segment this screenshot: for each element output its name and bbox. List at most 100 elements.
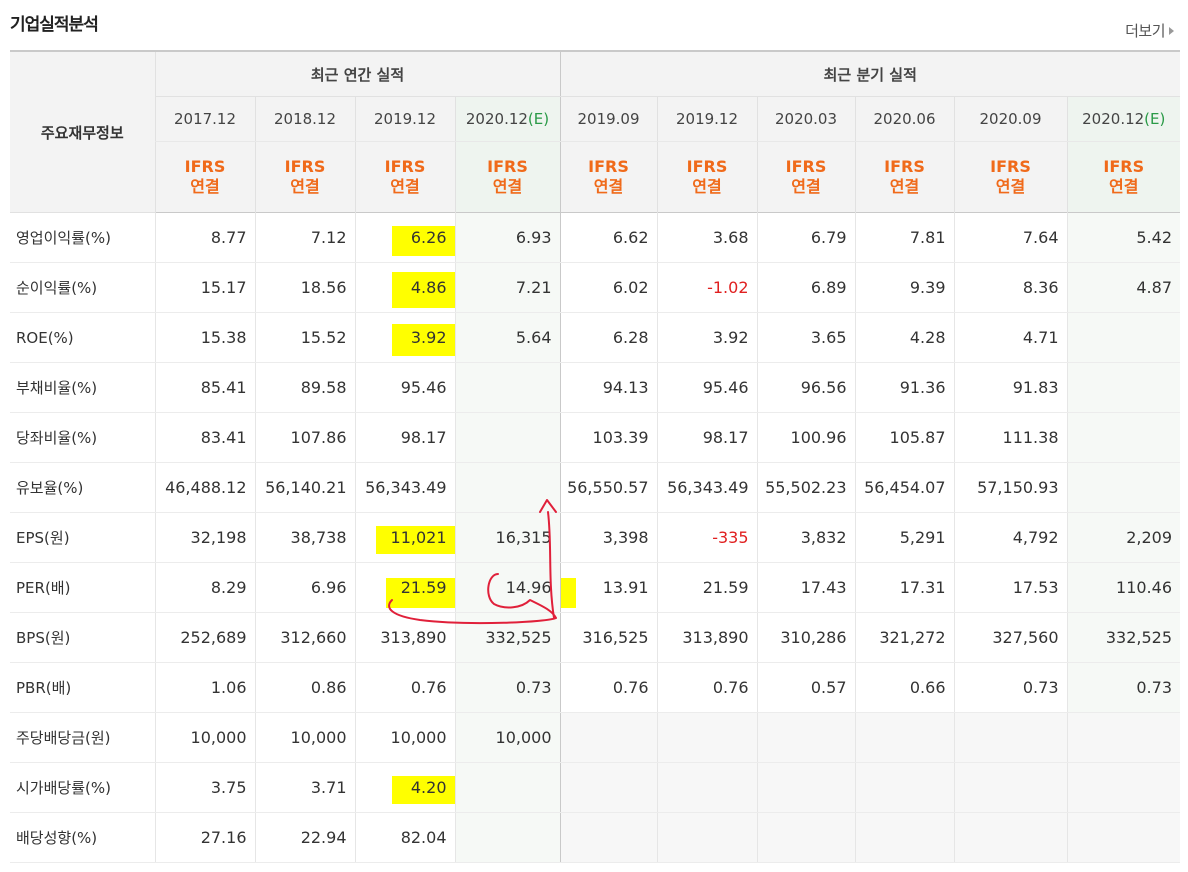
basis-line1: IFRS <box>785 157 827 176</box>
value-cell: 85.41 <box>154 362 255 413</box>
value-cell: 89.58 <box>254 362 355 413</box>
value-cell <box>454 462 560 513</box>
value-cell: 46,488.12 <box>154 462 255 513</box>
value-cell: 3.65 <box>756 312 855 363</box>
value-cell: 3,832 <box>756 512 855 563</box>
value-cell: 4.86 <box>354 262 455 313</box>
value-cell: 27.16 <box>154 812 255 863</box>
value-cell: 6.62 <box>559 212 657 263</box>
basis-line1: IFRS <box>686 157 728 176</box>
period-label: 2020.12 <box>465 110 528 128</box>
basis-line2: 연결 <box>290 177 320 196</box>
value-cell: 21.59 <box>656 562 757 613</box>
value-cell: 4.28 <box>854 312 954 363</box>
row-label: 시가배당률(%) <box>10 762 155 813</box>
period-header: 2019.12 <box>354 96 455 142</box>
value-cell: 6.26 <box>354 212 455 263</box>
value-cell <box>953 712 1067 763</box>
value-cell <box>1066 812 1180 863</box>
basis-line1: IFRS <box>1103 157 1145 176</box>
value-cell: 111.38 <box>953 412 1067 463</box>
value-cell: 5.64 <box>454 312 560 363</box>
value-cell: 16,315 <box>454 512 560 563</box>
row-label: EPS(원) <box>10 512 155 563</box>
row-label: ROE(%) <box>10 312 155 363</box>
value-cell <box>454 362 560 413</box>
value-cell: 10,000 <box>154 712 255 763</box>
value-cell: 107.86 <box>254 412 355 463</box>
value-cell <box>454 412 560 463</box>
basis-line2: 연결 <box>1109 177 1139 196</box>
value-cell: 316,525 <box>559 612 657 663</box>
value-cell: 313,890 <box>656 612 757 663</box>
basis-line2: 연결 <box>593 177 624 196</box>
table-row: 당좌비율(%) 83.41 107.86 98.17 103.39 98.17 100.96… <box>10 412 1180 463</box>
value-cell: 7.21 <box>454 262 560 313</box>
value-cell <box>1066 762 1180 813</box>
value-cell: 83.41 <box>154 412 255 463</box>
value-cell <box>656 812 757 863</box>
value-cell: 15.17 <box>154 262 255 313</box>
value-cell: 14.96 <box>454 562 560 613</box>
basis-line2: 연결 <box>889 177 920 196</box>
value-cell: 10,000 <box>354 712 455 763</box>
estimate-mark: (E) <box>527 110 550 128</box>
value-cell: 38,738 <box>254 512 355 563</box>
value-cell: 22.94 <box>254 812 355 863</box>
value-cell <box>656 762 757 813</box>
value-cell: 321,272 <box>854 612 954 663</box>
value-cell: 94.13 <box>559 362 657 413</box>
value-cell <box>454 812 560 863</box>
more-link[interactable]: 더보기 <box>1125 20 1174 41</box>
value-cell: 1.06 <box>154 662 255 713</box>
value-cell <box>854 812 954 863</box>
period-label: 2020.12 <box>1082 110 1145 128</box>
basis-label: IFRS 연결 <box>559 141 657 213</box>
row-label: 영업이익률(%) <box>10 212 155 263</box>
value-cell: 95.46 <box>656 362 757 413</box>
value-cell: 310,286 <box>756 612 855 663</box>
value-cell: -335 <box>656 512 757 563</box>
value-cell: 10,000 <box>254 712 355 763</box>
value-cell <box>854 762 954 813</box>
value-cell: 3.71 <box>254 762 355 813</box>
value-cell: 96.56 <box>756 362 855 413</box>
value-cell: 91.83 <box>953 362 1067 413</box>
value-cell: 332,525 <box>454 612 560 663</box>
value-cell: 3,398 <box>559 512 657 563</box>
basis-line2: 연결 <box>492 177 523 196</box>
value-cell: 6.28 <box>559 312 657 363</box>
value-cell <box>559 762 657 813</box>
value-cell: 6.93 <box>454 212 560 263</box>
value-cell <box>1066 462 1180 513</box>
value-cell: 56,550.57 <box>559 462 657 513</box>
value-cell: 0.76 <box>656 662 757 713</box>
value-cell: 0.73 <box>454 662 560 713</box>
basis-line1: IFRS <box>487 157 528 176</box>
value-cell <box>656 712 757 763</box>
value-cell: 0.57 <box>756 662 855 713</box>
basis-line2: 연결 <box>390 177 420 196</box>
table-row: PER(배) 8.29 6.96 21.59 14.96 13.91 21.59 17.43 1… <box>10 562 1180 613</box>
value-cell: 21.59 <box>354 562 455 613</box>
value-cell: 17.31 <box>854 562 954 613</box>
value-cell <box>454 762 560 813</box>
table-row: 순이익률(%) 15.17 18.56 4.86 7.21 6.02 -1.02 6.89 9.… <box>10 262 1180 313</box>
basis-label: IFRS 연결 <box>454 141 560 213</box>
value-cell: 15.38 <box>154 312 255 363</box>
period-label: 2017.12 <box>173 110 237 128</box>
value-cell: 7.81 <box>854 212 954 263</box>
value-cell: 3.68 <box>656 212 757 263</box>
value-cell: 56,343.49 <box>354 462 455 513</box>
value-cell: 56,454.07 <box>854 462 954 513</box>
basis-line1: IFRS <box>990 157 1031 176</box>
row-label: 유보율(%) <box>10 462 155 513</box>
period-label: 2019.12 <box>675 110 739 128</box>
table-row: 영업이익률(%) 8.77 7.12 6.26 6.93 6.62 3.68 6.79 7.81… <box>10 212 1180 263</box>
table-row: EPS(원) 32,198 38,738 11,021 16,315 3,398 -335 3… <box>10 512 1180 563</box>
basis-line1: IFRS <box>588 157 629 176</box>
value-cell: 56,140.21 <box>254 462 355 513</box>
value-cell <box>1066 362 1180 413</box>
period-label: 2020.09 <box>979 110 1042 128</box>
value-cell: 0.73 <box>953 662 1067 713</box>
